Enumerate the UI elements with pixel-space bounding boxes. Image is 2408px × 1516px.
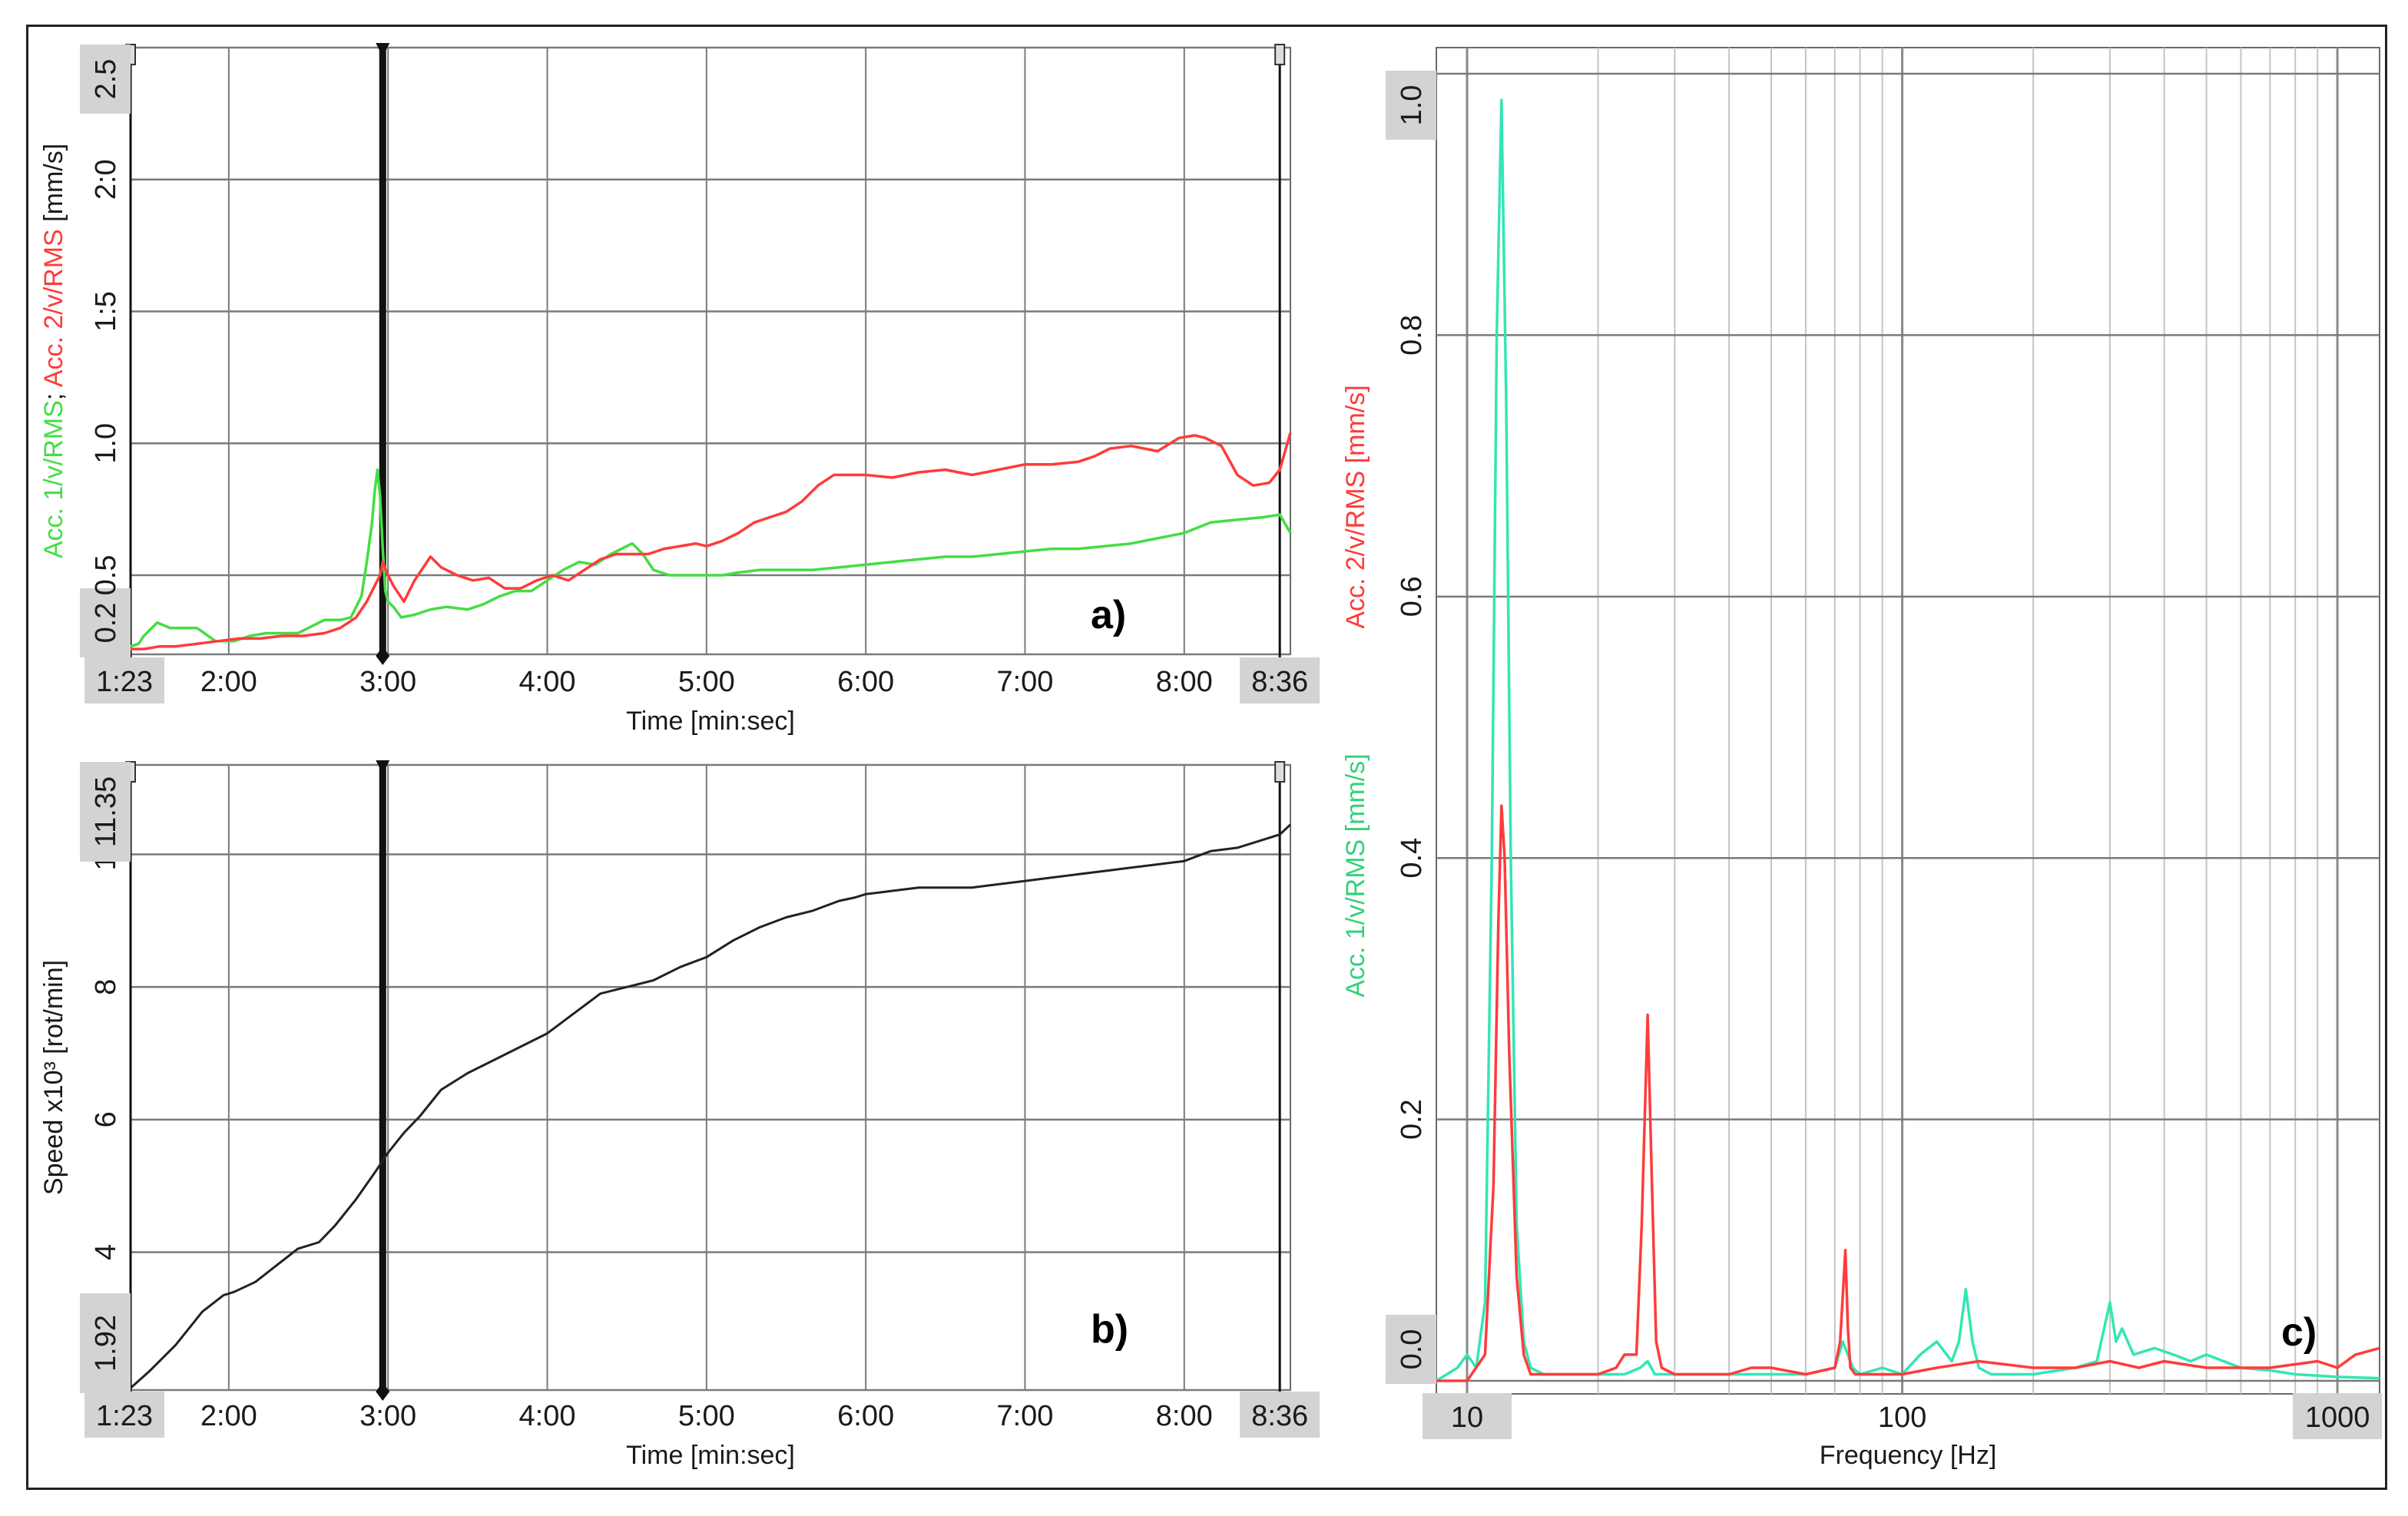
x-tick-label: 3:00 [359,666,416,698]
x-tick-label: 7:00 [996,1400,1053,1432]
x-axis-label: Time [min:sec] [626,707,795,736]
x-tick-label: 1:23 [96,666,153,698]
y-tick-label: 1:5 [90,291,122,332]
y-axis-label-part: Speed x10³ [rot/min] [39,960,68,1195]
y-tick-label: 1.0 [1396,85,1428,126]
panel-label: c) [2281,1310,2317,1355]
x-tick-label: 4:00 [519,1400,576,1432]
y-tick-label: 0.6 [1396,576,1428,617]
plot-area [1436,47,2380,1395]
grid [130,763,1290,1392]
x-tick-label: 8:00 [1156,666,1213,698]
x-tick-label: 6:00 [837,666,894,698]
y-tick-label: 4 [90,1244,122,1260]
x-axis-label: Frequency [Hz] [1820,1441,1997,1470]
y-tick-label-box [80,1293,131,1393]
cursor-bottom-handle[interactable] [376,647,390,665]
panel-label: a) [1091,593,1126,637]
y-tick-label: 0.8 [1396,315,1428,356]
y-axis-label-part: ; [39,387,68,400]
y-tick-label: 0.2 [90,603,122,644]
y-axis-label-acc1: Acc. 1/v/RMS [mm/s] [1341,753,1370,997]
x-axis-label: Time [min:sec] [626,1441,795,1470]
x-tick-label-box [84,1392,164,1438]
x-tick-label: 2:00 [200,666,257,698]
x-tick-label-box [1240,657,1320,703]
y-tick-label: 1.92 [90,1315,122,1372]
x-tick-label: 5:00 [678,1400,735,1432]
series-line-1 [130,468,1292,648]
y-tick-label: 1.0 [90,423,122,464]
x-tick-label: 1000 [2305,1402,2370,1434]
x-tick-label: 100 [1878,1402,1926,1434]
y-tick-label: 0.4 [1396,838,1428,879]
y-axis-label: Acc. 1/v/RMS; Acc. 2/v/RMS [mm/s] [39,144,68,558]
y-tick-label: 0.0 [1396,1329,1428,1370]
series-line-1 [1436,98,2380,1382]
y-tick-label-box [80,762,131,862]
cursor-handle[interactable] [1274,761,1286,783]
x-tick-label: 6:00 [837,1400,894,1432]
y-tick-label-box [80,588,131,657]
x-tick-label: 7:00 [996,666,1053,698]
y-tick-label: 0.5 [90,555,122,596]
x-tick-label: 1:23 [96,1400,153,1432]
y-tick-label-box [80,45,131,114]
x-tick-label-box [84,657,164,703]
y-axis-label-part: Acc. 2/v/RMS [39,229,68,387]
grid [1436,48,2380,1394]
chart-b: 1:23 2:00 3:00 4:00 5:00 6:00 7:00 8:00 8:36 Time… [39,760,1320,1470]
y-tick-label-box [1386,71,1436,141]
cursor-handle[interactable] [1274,44,1286,65]
panel-label: b) [1091,1307,1128,1352]
y-tick-label: 6 [90,1111,122,1127]
x-tick-label-box [1240,1392,1320,1438]
y-tick-label: 0.2 [1396,1099,1428,1140]
y-tick-label: 8 [90,979,122,995]
x-tick-label: 10 [1451,1402,1483,1434]
y-tick-label: 2:0 [90,159,122,200]
y-axis-label-acc2: Acc. 2/v/RMS [mm/s] [1341,385,1370,628]
y-tick-label-box [1386,1314,1436,1384]
chart-a: 1:23 2:00 3:00 4:00 5:00 6:00 7:00 8:00 8:36 Time… [39,43,1320,736]
x-tick-label: 8:36 [1251,1400,1308,1432]
series-line-1 [130,823,1292,1389]
x-tick-label: 8:36 [1251,666,1308,698]
plot-area [130,47,1291,655]
cursor-top-handle[interactable] [376,760,390,774]
x-tick-label: 8:00 [1156,1400,1213,1432]
y-tick-label: 11.35 [90,776,122,847]
figure-frame [26,25,2387,1490]
x-tick-label: 3:00 [359,1400,416,1432]
plot-area [130,764,1291,1391]
y-axis-label: Speed x10³ [rot/min] [39,960,68,1195]
y-axis-label-part: [mm/s] [39,144,68,229]
x-tick-label: 2:00 [200,1400,257,1432]
x-tick-label: 5:00 [678,666,735,698]
x-tick-label-box [1422,1393,1512,1439]
series-line-2 [1436,804,2380,1382]
x-tick-label-box [2293,1393,2383,1439]
cursor-top-handle[interactable] [376,43,390,57]
x-tick-label: 4:00 [519,666,576,698]
cursor-bottom-handle[interactable] [376,1382,390,1401]
chart-c: 10 100 1000 Frequency [Hz] 0.0 0.2 0.4 0.6 0.8 1.… [1341,47,2383,1470]
y-axis-label-part: Acc. 1/v/RMS [39,400,68,558]
series-line-2 [131,432,1292,650]
y-tick-label: 2.5 [90,59,122,100]
